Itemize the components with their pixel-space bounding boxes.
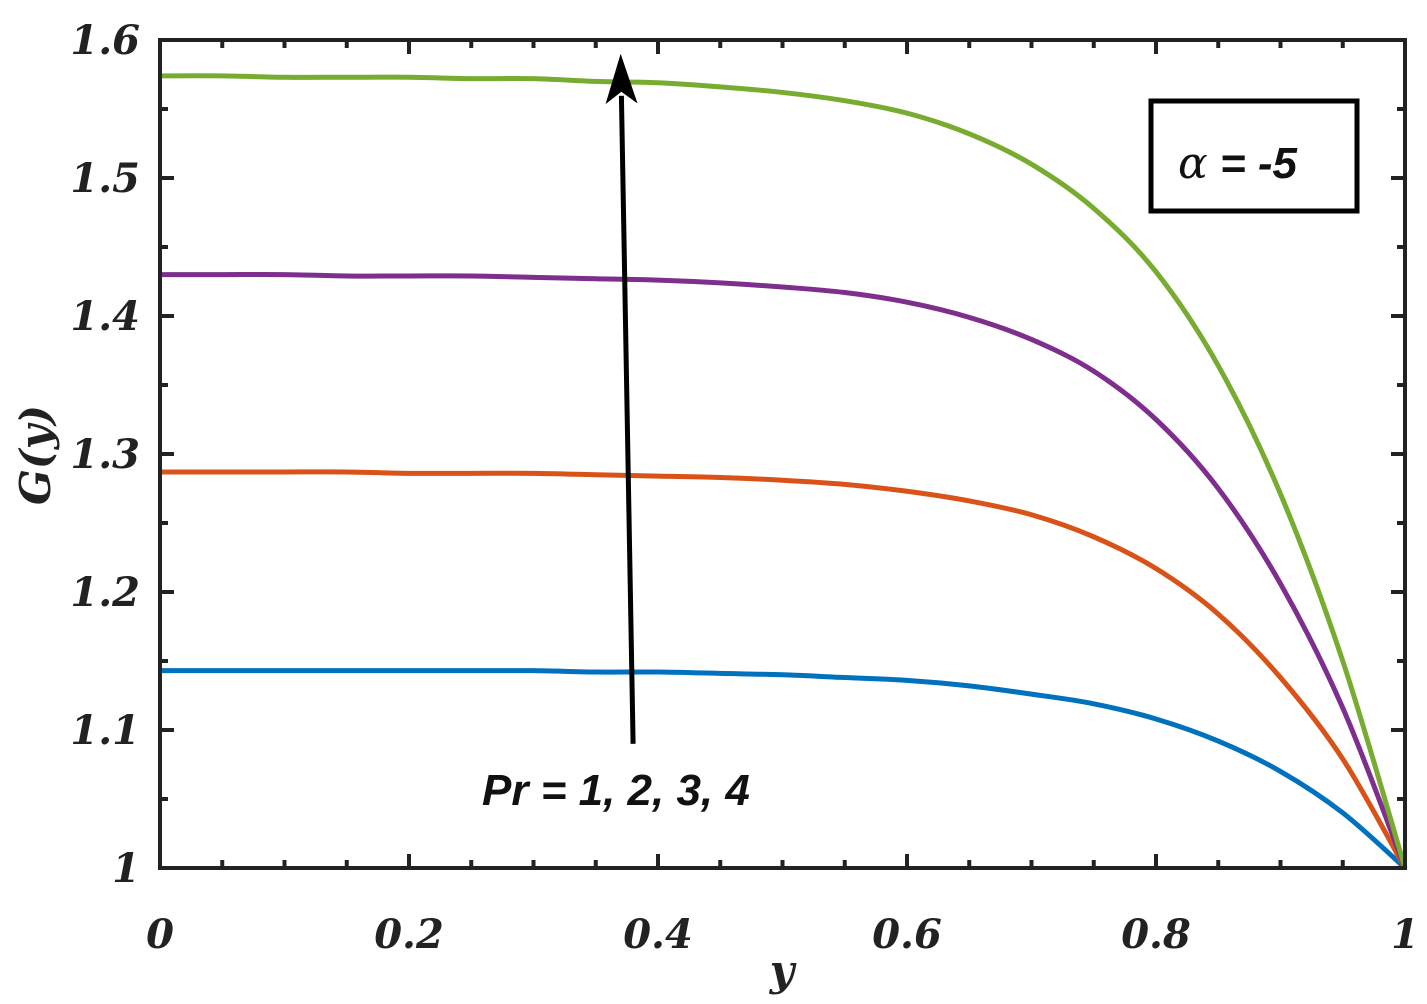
series-line-1 <box>159 668 1407 870</box>
y-tick-label: 1.3 <box>70 431 140 478</box>
y-tick-label: 1.6 <box>70 17 140 64</box>
series-lines <box>159 73 1408 870</box>
y-tick-label: 1.1 <box>70 707 140 754</box>
pr-arrow <box>605 53 638 744</box>
x-tick-label: 0.4 <box>623 911 693 958</box>
y-tick-label: 1 <box>112 845 140 892</box>
y-tick-labels: 1 1.1 1.2 1.3 1.4 1.5 1.6 <box>70 17 140 892</box>
series-line-3 <box>160 271 1408 869</box>
plot-frame <box>158 38 1407 870</box>
x-tick-label: 0.2 <box>374 911 444 958</box>
alpha-value: = -5 <box>1208 139 1298 188</box>
y-tick-label: 1.2 <box>70 569 140 616</box>
alpha-box-text: α = -5 <box>1178 138 1298 189</box>
x-tick-label: 1 <box>1391 911 1419 958</box>
alpha-symbol: α <box>1178 138 1208 189</box>
alpha-box: α = -5 <box>1148 98 1360 214</box>
x-tick-label: 0.8 <box>1121 911 1191 958</box>
series-line-2 <box>160 469 1408 870</box>
arrow-head <box>605 53 638 105</box>
series-line-4 <box>159 73 1408 869</box>
arrow-shaft <box>618 95 636 744</box>
y-tick-label: 1.4 <box>70 293 140 340</box>
x-axis-title: y <box>769 946 797 995</box>
x-tick-label: 0 <box>146 911 174 958</box>
y-tick-label: 1.5 <box>70 155 140 202</box>
alpha-box-frame <box>1148 98 1360 214</box>
y-axis-title: G(y) <box>11 405 60 505</box>
x-tick-labels: 0 0.2 0.4 0.6 0.8 1 <box>146 911 1419 958</box>
x-tick-label: 0.6 <box>872 911 942 958</box>
arrow-label: Pr = 1, 2, 3, 4 <box>482 766 750 815</box>
